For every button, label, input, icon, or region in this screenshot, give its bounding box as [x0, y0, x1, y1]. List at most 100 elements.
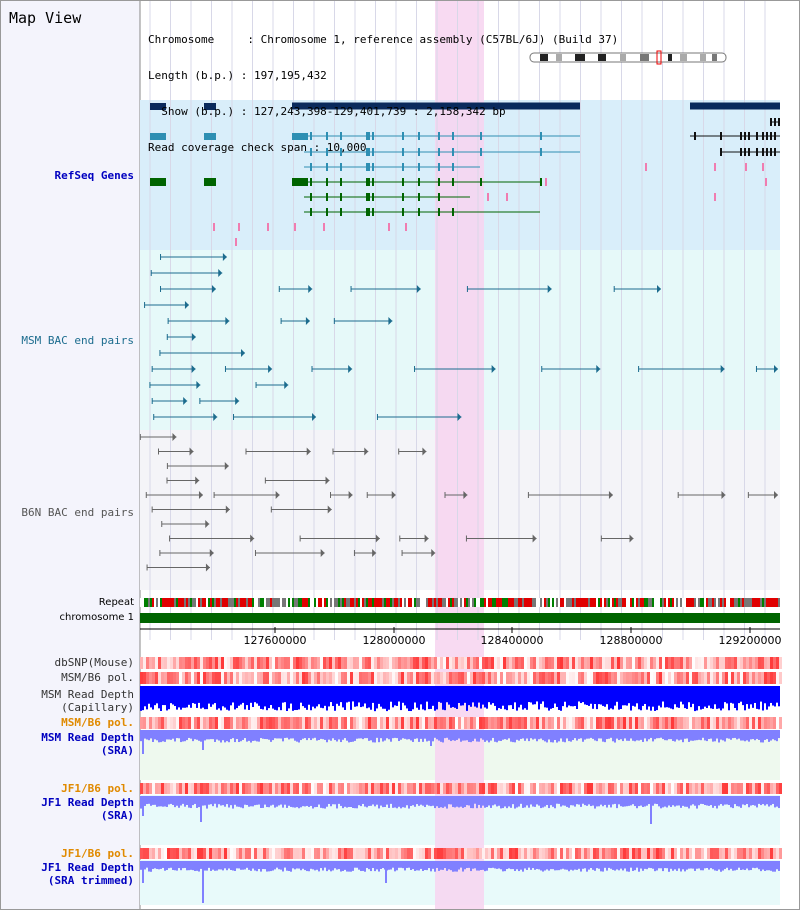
- gene-marker: [238, 223, 240, 231]
- depth-bar: [442, 796, 444, 808]
- depth-bar: [222, 686, 224, 707]
- depth-bar: [404, 796, 406, 808]
- heat-cell: [629, 717, 632, 729]
- track-label-jf1-depth-sra[interactable]: JF1 Read Depth: [41, 796, 134, 809]
- depth-bar: [210, 686, 212, 707]
- track-label-b6n-bac[interactable]: B6N BAC end pairs: [21, 506, 134, 519]
- heat-cell: [611, 848, 614, 859]
- repeat-mark: [464, 598, 466, 607]
- depth-bar: [252, 796, 254, 807]
- heat-cell: [554, 717, 557, 729]
- heat-cell: [734, 783, 737, 794]
- heat-cell: [287, 848, 290, 859]
- depth-bar: [566, 686, 568, 708]
- depth-bar: [592, 730, 594, 739]
- depth-bar: [550, 796, 552, 806]
- heat-cell: [233, 717, 236, 729]
- depth-bar: [420, 861, 422, 869]
- track-label-jf1-b6-pol[interactable]: JF1/B6 pol.: [61, 782, 134, 795]
- track-label-refseq-genes[interactable]: RefSeq Genes: [54, 169, 134, 182]
- track-label-jf1-depth-trimmed[interactable]: JF1 Read Depth: [41, 861, 134, 874]
- heat-cell: [179, 717, 182, 729]
- depth-bar: [558, 796, 560, 804]
- depth-bar: [634, 861, 636, 871]
- depth-bar: [326, 730, 328, 743]
- heat-cell: [293, 783, 296, 794]
- heat-cell: [749, 848, 752, 859]
- depth-bar: [390, 686, 392, 702]
- heat-cell: [452, 657, 455, 669]
- depth-bar: [448, 861, 450, 870]
- depth-bar: [670, 861, 672, 869]
- gene-exon: [310, 178, 312, 186]
- track-label-repeat[interactable]: Repeat: [98, 597, 134, 608]
- depth-bar: [372, 730, 374, 743]
- gene-exon: [740, 132, 742, 140]
- depth-bar: [724, 861, 726, 870]
- track-label-msm-depth-sra[interactable]: MSM Read Depth: [41, 731, 134, 744]
- heat-cell: [161, 783, 164, 794]
- depth-bar: [192, 796, 194, 806]
- depth-bar: [218, 730, 220, 741]
- repeat-mark: [160, 598, 162, 607]
- heat-cell: [692, 672, 695, 684]
- heat-cell: [548, 848, 551, 859]
- track-label-msm-b6-pol[interactable]: MSM/B6 pol.: [61, 671, 134, 684]
- repeat-mark: [406, 598, 408, 607]
- track-label-msm-depth-capillary[interactable]: MSM Read Depth: [41, 688, 134, 701]
- repeat-mark: [662, 598, 664, 607]
- heat-cell: [683, 717, 686, 729]
- depth-bar: [682, 686, 684, 705]
- depth-bar: [368, 796, 370, 806]
- depth-bar: [298, 861, 300, 869]
- track-label-jf1-b6-pol-2[interactable]: JF1/B6 pol.: [61, 847, 134, 860]
- heat-cell: [593, 848, 596, 859]
- depth-bar: [696, 796, 698, 809]
- heat-cell: [539, 717, 542, 729]
- repeat-mark: [572, 598, 574, 607]
- depth-bar: [778, 861, 780, 871]
- depth-bar: [742, 861, 744, 870]
- repeat-mark: [246, 598, 248, 607]
- depth-bar: [156, 730, 158, 741]
- gene-marker: [645, 163, 647, 171]
- repeat-mark: [276, 598, 278, 607]
- repeat-mark: [148, 598, 150, 607]
- repeat-mark: [150, 598, 152, 607]
- depth-bar: [320, 686, 322, 708]
- heat-cell: [308, 717, 311, 729]
- heat-cell: [734, 672, 737, 684]
- axis-tick-label: 128000000: [363, 634, 426, 647]
- repeat-mark: [320, 598, 322, 607]
- depth-bar: [280, 730, 282, 739]
- gene-exon: [756, 148, 758, 156]
- depth-bar: [336, 730, 338, 742]
- heat-cell: [326, 657, 329, 669]
- depth-bar: [492, 686, 494, 704]
- repeat-mark: [190, 598, 192, 607]
- repeat-mark: [398, 598, 400, 607]
- depth-bar: [506, 730, 508, 740]
- depth-bar: [140, 730, 142, 742]
- heat-cell: [779, 717, 782, 729]
- depth-bar: [636, 730, 638, 741]
- heat-cell: [533, 717, 536, 729]
- track-label-dbsnp[interactable]: dbSNP(Mouse): [54, 656, 134, 669]
- heat-cell: [617, 848, 620, 859]
- heat-cell: [146, 672, 149, 684]
- heat-cell: [593, 783, 596, 794]
- depth-bar: [248, 796, 250, 807]
- heat-cell: [215, 783, 218, 794]
- track-label-msm-bac[interactable]: MSM BAC end pairs: [21, 334, 134, 347]
- heat-cell: [272, 672, 275, 684]
- depth-bar: [550, 730, 552, 743]
- repeat-mark: [580, 598, 582, 607]
- repeat-mark: [194, 598, 196, 607]
- heat-cell: [359, 717, 362, 729]
- heat-cell: [260, 783, 263, 794]
- depth-bar: [628, 861, 630, 872]
- track-label-msm-b6-pol-2[interactable]: MSM/B6 pol.: [61, 716, 134, 729]
- depth-bar: [642, 730, 644, 742]
- heat-cell: [155, 783, 158, 794]
- heat-cell: [188, 717, 191, 729]
